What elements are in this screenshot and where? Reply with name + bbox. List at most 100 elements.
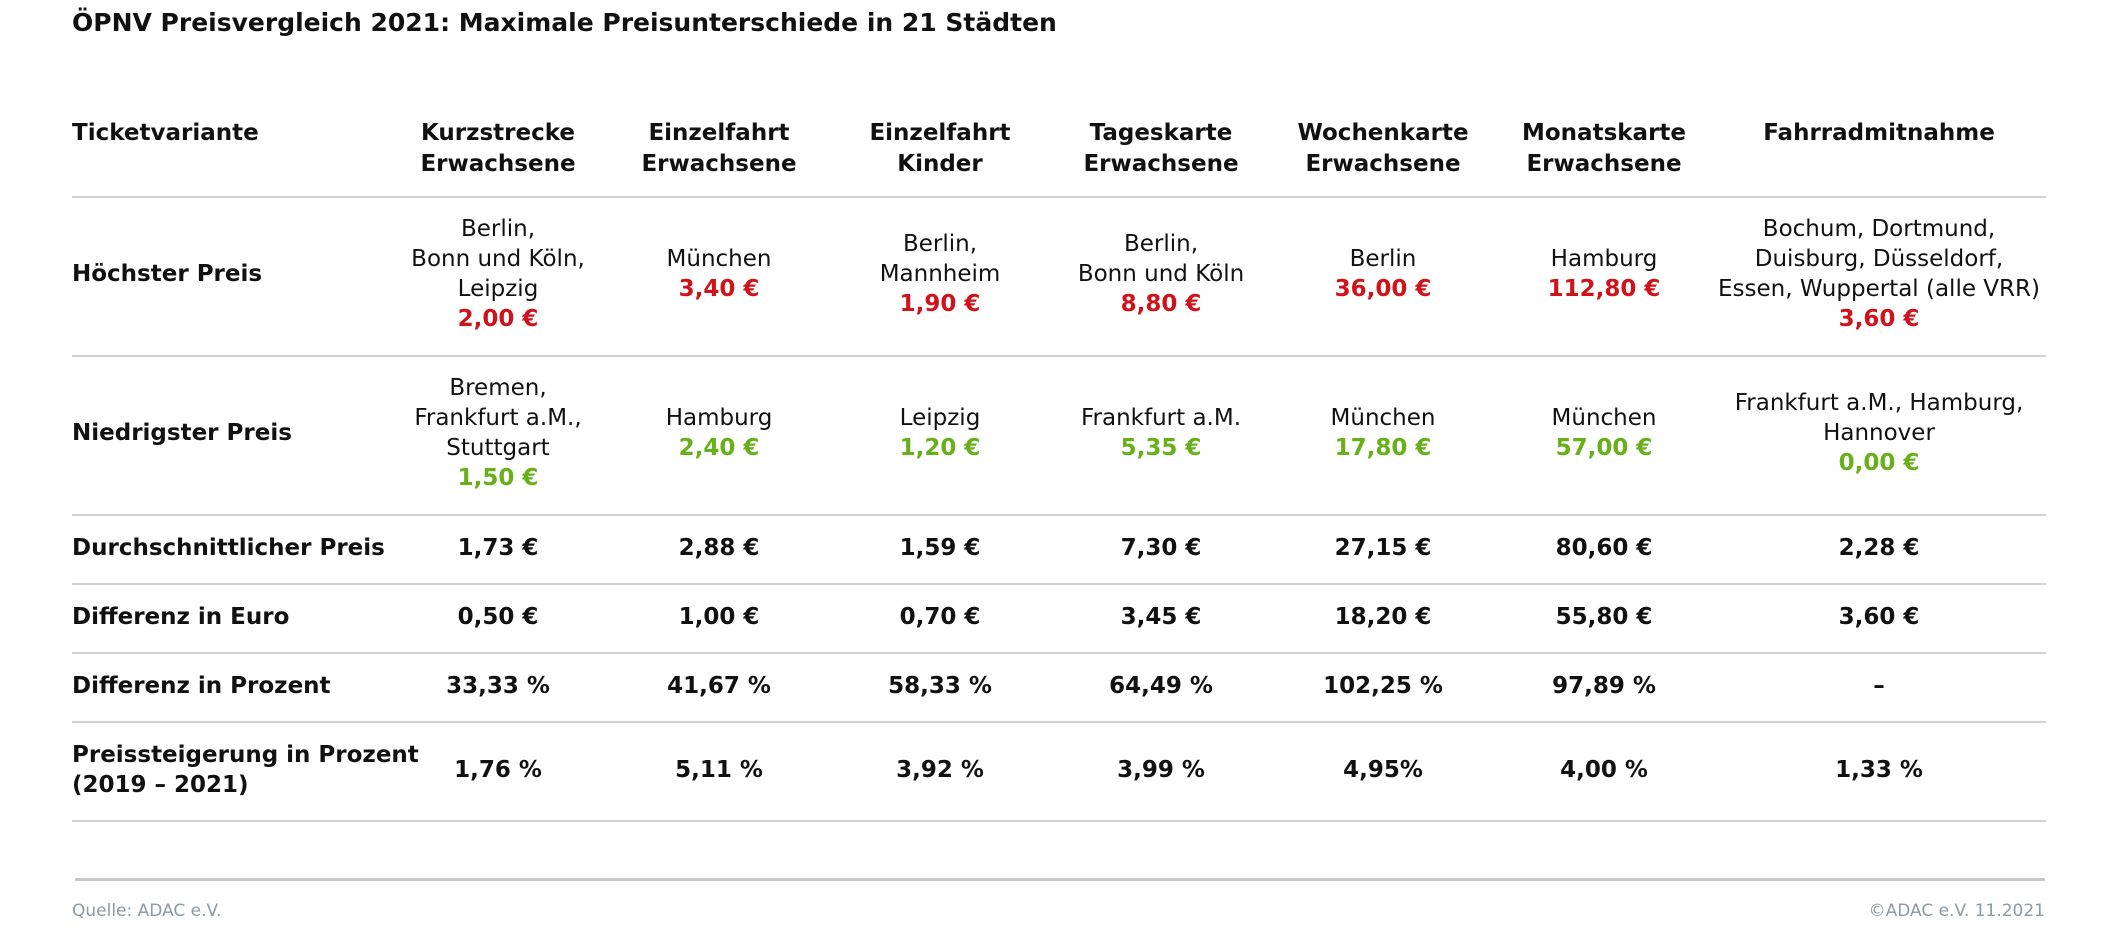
city-name: Essen, Wuppertal (alle VRR) <box>1718 276 2040 302</box>
copyright-note: ©ADAC e.V. 11.2021 <box>1868 901 2045 921</box>
table-cell: 1,59 € <box>899 535 981 561</box>
column-header-line: Erwachsene <box>641 151 797 177</box>
highest-price-value: 1,90 € <box>899 291 981 317</box>
city-name: Duisburg, Düsseldorf, <box>1754 246 2004 272</box>
table-cell: 3,92 % <box>896 757 984 783</box>
table-cell: Berlin, Bonn und Köln 8,80 € <box>1078 229 1244 319</box>
row-label-line: Differenz in Prozent <box>72 673 331 699</box>
row-divider <box>72 583 2046 585</box>
column-header-line: Erwachsene <box>1526 151 1682 177</box>
table-cell: Frankfurt a.M., Hamburg, Hannover 0,00 € <box>1735 388 2024 478</box>
city-name: Bochum, Dortmund, <box>1762 216 1996 242</box>
table-bottom-rule <box>75 878 2045 881</box>
source-note: Quelle: ADAC e.V. <box>72 901 222 921</box>
column-header-line: Wochenkarte <box>1297 120 1469 146</box>
row-label: Niedrigster Preis <box>72 420 292 446</box>
city-name: München <box>1551 405 1657 431</box>
column-header-line: Einzelfahrt <box>648 120 790 146</box>
city-name: Berlin, <box>1123 231 1199 257</box>
table-cell: 3,45 € <box>1120 604 1202 630</box>
table-cell: Frankfurt a.M. 5,35 € <box>1081 403 1241 463</box>
lowest-price-value: 1,20 € <box>899 435 981 461</box>
column-header: Fahrradmitnahme <box>1763 118 1995 149</box>
table-cell: Berlin 36,00 € <box>1335 244 1432 304</box>
table-cell: 3,99 % <box>1117 757 1205 783</box>
table-cell: Bremen, Frankfurt a.M., Stuttgart 1,50 € <box>414 373 581 493</box>
row-divider <box>72 721 2046 723</box>
column-header: Ticketvariante <box>72 118 259 149</box>
city-name: Berlin, <box>460 216 536 242</box>
column-header: Monatskarte Erwachsene <box>1522 118 1686 180</box>
column-header-line: Tageskarte <box>1089 120 1233 146</box>
table-cell: 5,11 % <box>675 757 763 783</box>
column-header: Wochenkarte Erwachsene <box>1297 118 1468 180</box>
highest-price-value: 3,40 € <box>678 276 760 302</box>
column-header-line: Erwachsene <box>1083 151 1239 177</box>
table-cell: München 57,00 € <box>1552 403 1657 463</box>
row-label: Differenz in Prozent <box>72 671 331 701</box>
city-name: Hamburg <box>665 405 773 431</box>
row-label: Höchster Preis <box>72 261 263 287</box>
lowest-price-value: 57,00 € <box>1555 435 1653 461</box>
city-name: Mannheim <box>879 261 1001 287</box>
column-header: Einzelfahrt Erwachsene <box>641 118 796 180</box>
city-name: Berlin <box>1349 246 1417 272</box>
row-label-line: Differenz in Euro <box>72 604 290 630</box>
column-header-line: Erwachsene <box>420 151 576 177</box>
column-header-line: Monatskarte <box>1521 120 1687 146</box>
highest-price-value: 2,00 € <box>457 306 539 332</box>
table-cell: 80,60 € <box>1555 535 1653 561</box>
table-cell: 18,20 € <box>1334 604 1432 630</box>
table-cell: Berlin, Bonn und Köln, Leipzig 2,00 € <box>411 214 585 334</box>
lowest-price-value: 17,80 € <box>1334 435 1432 461</box>
city-name: Stuttgart <box>446 435 550 461</box>
table-cell: 102,25 % <box>1323 673 1443 699</box>
city-name: Bonn und Köln <box>1077 261 1245 287</box>
table-cell: 4,95% <box>1343 757 1423 783</box>
table-cell: 55,80 € <box>1555 604 1653 630</box>
column-header: Tageskarte Erwachsene <box>1083 118 1238 180</box>
city-name: Hannover <box>1823 420 1935 446</box>
table-cell: 33,33 % <box>446 673 550 699</box>
city-name: Leipzig <box>457 276 539 302</box>
table-cell: Hamburg 2,40 € <box>666 403 773 463</box>
table-cell: München 3,40 € <box>667 244 772 304</box>
table-cell: 1,76 % <box>454 757 542 783</box>
table-cell: 1,00 € <box>678 604 760 630</box>
column-header: Einzelfahrt Kinder <box>869 118 1010 180</box>
highest-price-value: 3,60 € <box>1838 306 1920 332</box>
row-label-line: (2019 – 2021) <box>72 772 249 798</box>
row-label-line: Durchschnittlicher Preis <box>72 535 385 561</box>
column-header: Kurzstrecke Erwachsene <box>420 118 575 180</box>
highest-price-value: 112,80 € <box>1547 276 1661 302</box>
highest-price-value: 8,80 € <box>1120 291 1202 317</box>
table-cell: Bochum, Dortmund, Duisburg, Düsseldorf, Es… <box>1718 214 2040 334</box>
row-divider <box>72 514 2046 516</box>
city-name: Frankfurt a.M. <box>1080 405 1242 431</box>
table-cell: München 17,80 € <box>1331 403 1436 463</box>
row-label: Differenz in Euro <box>72 602 289 632</box>
city-name: Frankfurt a.M., <box>414 405 582 431</box>
row-divider <box>72 196 2046 198</box>
column-header-line: Kurzstrecke <box>420 120 576 146</box>
column-header-line: Fahrradmitnahme <box>1763 120 1995 146</box>
city-name: Berlin, <box>902 231 978 257</box>
row-divider <box>72 652 2046 654</box>
city-name: Hamburg <box>1550 246 1658 272</box>
lowest-price-value: 0,00 € <box>1838 450 1920 476</box>
table-cell: 4,00 % <box>1560 757 1648 783</box>
row-label-line: Preissteigerung in Prozent <box>72 742 419 768</box>
highest-price-value: 36,00 € <box>1334 276 1432 302</box>
table-cell: 7,30 € <box>1120 535 1202 561</box>
table-cell: 97,89 % <box>1552 673 1656 699</box>
row-divider <box>72 820 2046 822</box>
table-cell: Hamburg 112,80 € <box>1548 244 1661 304</box>
city-name: München <box>1330 405 1436 431</box>
column-header-line: Erwachsene <box>1305 151 1461 177</box>
table-cell: 1,73 € <box>457 535 539 561</box>
page-title: ÖPNV Preisvergleich 2021: Maximale Preis… <box>72 8 1057 37</box>
lowest-price-value: 2,40 € <box>678 435 760 461</box>
lowest-price-value: 1,50 € <box>457 465 539 491</box>
table-cell: 3,60 € <box>1838 604 1920 630</box>
row-label: Preissteigerung in Prozent (2019 – 2021) <box>72 740 419 800</box>
